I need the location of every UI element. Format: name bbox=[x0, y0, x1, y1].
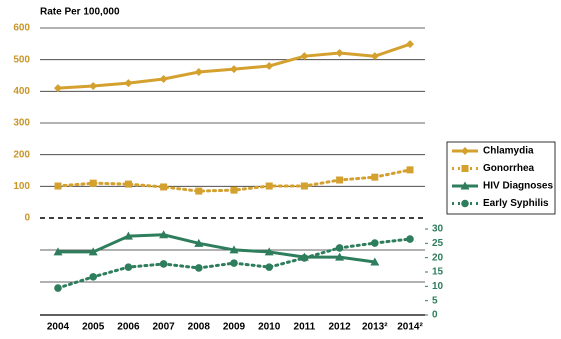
data-point bbox=[160, 183, 168, 191]
y2-tick-label: 25 bbox=[432, 238, 444, 249]
data-point bbox=[124, 180, 132, 188]
x-tick-label: 2005 bbox=[82, 322, 105, 333]
data-point bbox=[371, 239, 379, 247]
data-point bbox=[370, 52, 379, 61]
data-point bbox=[54, 84, 62, 93]
data-point bbox=[336, 176, 344, 184]
data-point bbox=[335, 244, 344, 252]
x-tick-label: 2012 bbox=[328, 322, 351, 333]
data-point bbox=[300, 254, 309, 262]
legend-label: Chlamydia bbox=[483, 146, 534, 157]
y-tick-label: 500 bbox=[13, 54, 30, 65]
x-tick-label: 2009 bbox=[223, 322, 246, 333]
data-point bbox=[265, 182, 273, 190]
data-point bbox=[264, 247, 274, 256]
data-point bbox=[194, 68, 203, 77]
y2-tick-label: 0 bbox=[432, 310, 438, 321]
legend-label: Early Syphilis bbox=[483, 198, 549, 209]
data-point bbox=[335, 49, 344, 58]
data-point bbox=[195, 187, 203, 195]
x-tick-label: 2008 bbox=[188, 322, 211, 333]
y-axis-label: Rate Per 100,000 bbox=[40, 7, 120, 18]
data-point bbox=[300, 52, 309, 61]
y2-tick-label: 15 bbox=[432, 267, 444, 278]
data-point bbox=[371, 173, 379, 181]
data-point bbox=[124, 263, 133, 271]
x-tick-label: 2006 bbox=[117, 322, 140, 333]
y-tick-label: 0 bbox=[24, 213, 30, 224]
data-point bbox=[159, 230, 169, 239]
legend-marker bbox=[461, 199, 469, 208]
data-point bbox=[159, 74, 168, 83]
y-tick-label: 400 bbox=[13, 86, 30, 97]
legend-marker bbox=[461, 165, 469, 172]
x-tick-label: 2013² bbox=[362, 322, 388, 333]
y2-tick-label: 10 bbox=[432, 281, 444, 292]
data-point bbox=[335, 252, 345, 261]
data-point bbox=[230, 259, 238, 267]
data-point bbox=[194, 238, 204, 247]
data-point bbox=[159, 260, 168, 268]
data-point bbox=[89, 179, 97, 187]
y-tick-label: 200 bbox=[13, 149, 30, 160]
data-point bbox=[370, 257, 380, 266]
data-point bbox=[53, 247, 63, 256]
data-point bbox=[229, 245, 239, 254]
legend-marker bbox=[461, 147, 469, 155]
legend-label: HIV Diagnoses bbox=[483, 181, 553, 192]
y2-tick-label: 30 bbox=[432, 224, 444, 235]
x-tick-label: 2010 bbox=[258, 322, 281, 333]
data-point bbox=[89, 81, 98, 90]
data-point bbox=[406, 40, 414, 49]
x-tick-label: 2014² bbox=[397, 322, 423, 333]
data-point bbox=[300, 182, 308, 190]
data-point bbox=[54, 182, 62, 190]
series-line bbox=[56, 233, 377, 264]
x-tick-label: 2011 bbox=[294, 322, 316, 333]
data-point bbox=[406, 166, 414, 174]
data-point bbox=[123, 231, 133, 240]
data-point bbox=[89, 273, 97, 281]
data-point bbox=[265, 263, 274, 271]
y-tick-label: 600 bbox=[13, 23, 30, 34]
x-tick-label: 2004 bbox=[47, 322, 70, 333]
data-point bbox=[230, 65, 238, 74]
data-point bbox=[54, 284, 62, 292]
data-point bbox=[406, 235, 414, 243]
y-tick-label: 300 bbox=[13, 118, 30, 129]
data-point bbox=[124, 79, 133, 88]
data-point bbox=[195, 264, 203, 272]
y2-tick-label: 5 bbox=[432, 295, 438, 306]
legend-label: Gonorrhea bbox=[483, 163, 535, 174]
legend-marker bbox=[460, 181, 470, 190]
data-point bbox=[230, 186, 238, 194]
data-point bbox=[265, 62, 274, 70]
y-tick-label: 100 bbox=[13, 181, 30, 192]
x-tick-label: 2007 bbox=[152, 322, 175, 333]
data-point bbox=[88, 247, 98, 256]
y2-tick-label: 20 bbox=[432, 252, 444, 263]
